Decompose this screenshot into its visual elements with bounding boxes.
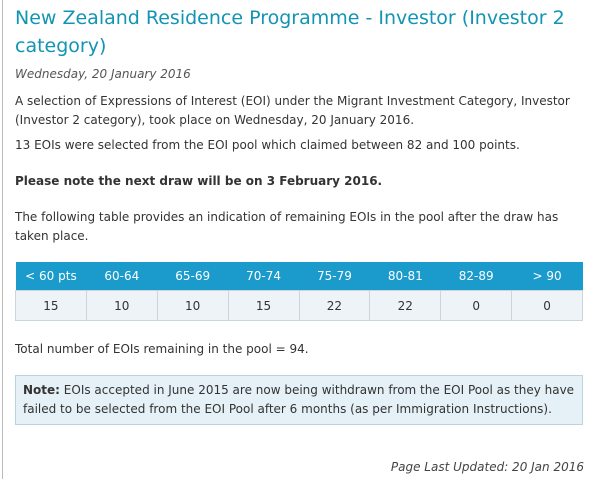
table-cell: 0 <box>511 290 583 321</box>
note-text: EOIs accepted in June 2015 are now being… <box>23 383 575 416</box>
table-cell: 10 <box>85 290 158 321</box>
header-cell: 65-69 <box>157 262 229 291</box>
header-cell: 82-89 <box>440 262 512 291</box>
header-cell: 60-64 <box>86 262 158 291</box>
note-box: Note: EOIs accepted in June 2015 are now… <box>15 375 583 425</box>
page-title: New Zealand Residence Programme - Invest… <box>15 7 565 57</box>
header-cell: 80-81 <box>369 262 441 291</box>
header-row: < 60 pts 60-64 65-69 70-74 75-79 80-81 82-89 > … <box>15 262 583 291</box>
table-body: 15 10 10 15 22 22 0 0 <box>15 290 583 321</box>
total: Total number of EOIs remaining in the po… <box>15 342 309 356</box>
header-cell: 75-79 <box>299 262 370 291</box>
table-cell: 15 <box>15 290 87 321</box>
table-intro: The following table provides an indicati… <box>15 210 559 243</box>
paragraph: 13 EOIs were selected from the EOI pool … <box>15 138 520 152</box>
table-cell: 22 <box>298 290 371 321</box>
date: Wednesday, 20 January 2016 <box>15 67 191 81</box>
table-cell: 0 <box>440 290 513 321</box>
note-label: Note: <box>23 383 60 397</box>
footer: Page Last Updated: 20 Jan 2016 <box>390 460 584 474</box>
table-row: 15 10 10 15 22 22 0 0 <box>15 290 583 321</box>
eoi-table: < 60 pts 60-64 65-69 70-74 75-79 80-81 82-89 > … <box>15 262 583 321</box>
table-cell: 10 <box>156 290 229 321</box>
header-cell: < 60 pts <box>15 262 87 291</box>
header-cell: > 90 <box>511 262 583 291</box>
table-cell: 15 <box>227 290 300 321</box>
paragraph: A selection of Expressions of Interest (… <box>15 94 570 127</box>
table-cell: 22 <box>369 290 442 321</box>
edge-line <box>2 0 3 479</box>
header-cell: 70-74 <box>228 262 299 291</box>
next-draw: Please note the next draw will be on 3 F… <box>15 174 383 188</box>
